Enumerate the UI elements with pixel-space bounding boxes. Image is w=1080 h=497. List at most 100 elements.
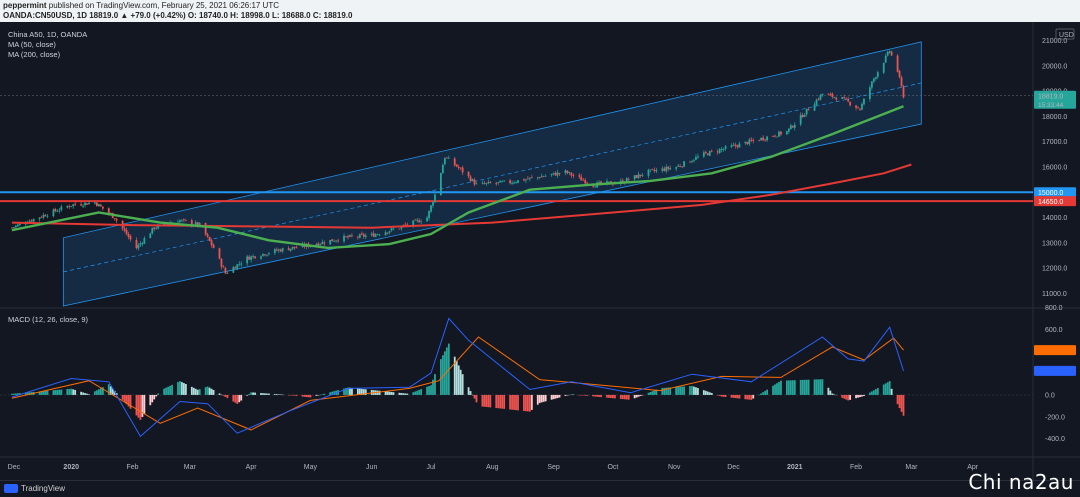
macd-histogram-bar xyxy=(66,389,69,395)
candle-body xyxy=(356,236,359,238)
candle-body xyxy=(88,202,90,205)
macd-histogram-bar xyxy=(495,394,498,409)
macd-tick-label: 0.0 xyxy=(1045,392,1055,399)
macd-histogram-bar xyxy=(803,379,806,395)
candle-body xyxy=(82,205,84,207)
candle-body xyxy=(791,125,794,128)
candle-body xyxy=(471,179,474,182)
publisher-info: published on TradingView.com, February 2… xyxy=(46,1,279,10)
candle-body xyxy=(774,135,776,137)
macd-histogram-bar xyxy=(716,394,719,396)
macd-histogram-bar xyxy=(404,393,407,395)
macd-histogram-bar xyxy=(56,389,59,395)
candle-body xyxy=(890,51,893,56)
macd-histogram-bar xyxy=(835,394,838,396)
candle-body xyxy=(600,181,602,184)
candle-body xyxy=(404,224,407,226)
macd-histogram-bar xyxy=(12,393,15,395)
candle-body xyxy=(730,145,733,148)
candle-body xyxy=(291,246,294,249)
price-tick-label: 17000.0 xyxy=(1042,139,1067,146)
macd-histogram-bar xyxy=(902,394,905,416)
macd-histogram-bar xyxy=(667,387,670,395)
macd-histogram-bar xyxy=(497,394,500,409)
chart-frame[interactable]: 21000.020000.019000.018000.017000.016000… xyxy=(0,22,1080,480)
macd-histogram-bar xyxy=(234,394,237,403)
price-tick-label: 13000.0 xyxy=(1042,240,1067,247)
candle-body xyxy=(750,139,753,141)
macd-histogram-bar xyxy=(485,394,488,407)
tradingview-logo[interactable]: TradingView xyxy=(4,484,65,493)
macd-histogram-bar xyxy=(163,388,166,395)
macd-histogram-bar xyxy=(252,392,254,395)
macd-histogram-bar xyxy=(345,387,347,395)
tradingview-mark-icon xyxy=(4,484,18,493)
candle-body xyxy=(855,105,857,108)
ma200-line xyxy=(11,163,912,229)
candle-body xyxy=(817,99,820,100)
candle-body xyxy=(220,258,223,267)
macd-histogram-bar xyxy=(489,394,492,408)
candle-body xyxy=(578,175,581,177)
macd-tick-label: -400.0 xyxy=(1045,436,1065,443)
candle-body xyxy=(143,238,146,244)
macd-histogram-bar xyxy=(14,393,17,395)
symbol-info: OANDA:CN50USD, 1D 18819.0 ▲ +79.0 (+0.42… xyxy=(3,11,353,20)
currency-box xyxy=(1055,28,1075,40)
macd-histogram-bar xyxy=(441,355,444,395)
candle-body xyxy=(390,228,393,231)
candle-body xyxy=(16,224,19,227)
candle-body xyxy=(758,140,761,142)
candle-body xyxy=(38,217,41,220)
chart-canvas[interactable]: 21000.020000.019000.018000.017000.016000… xyxy=(0,22,1080,480)
candle-body xyxy=(898,71,901,77)
candle-body xyxy=(374,234,377,237)
macd-histogram-bar xyxy=(774,384,776,395)
macd-histogram-bar xyxy=(416,390,419,395)
macd-histogram-bar xyxy=(845,394,848,400)
candle-body xyxy=(863,98,865,105)
time-tick-label: Mar xyxy=(184,464,197,471)
time-tick-label: May xyxy=(304,464,318,471)
macd-histogram-bar xyxy=(194,388,197,395)
price-tick-label: 12000.0 xyxy=(1042,266,1067,273)
candle-body xyxy=(469,176,472,182)
candle-body xyxy=(536,177,539,178)
time-tick-label: Feb xyxy=(126,464,138,471)
candle-body xyxy=(443,158,446,165)
candle-body xyxy=(530,177,533,179)
macd-histogram-bar xyxy=(210,388,213,395)
macd-histogram-bar xyxy=(42,391,45,395)
candle-body xyxy=(74,203,77,205)
badge-level-red-bg xyxy=(1034,196,1076,207)
candle-body xyxy=(746,142,749,145)
time-tick-label: Aug xyxy=(486,464,499,471)
macd-histogram-bar xyxy=(412,392,415,395)
candle-body xyxy=(179,220,181,223)
candle-body xyxy=(649,169,652,171)
macd-histogram-bar xyxy=(827,387,830,395)
macd-histogram-bar xyxy=(785,380,788,395)
macd-histogram-bar xyxy=(855,394,857,399)
macd-histogram-bar xyxy=(523,394,525,411)
candle-body xyxy=(489,182,492,184)
macd-histogram-bar xyxy=(177,382,179,395)
candle-body xyxy=(515,182,517,184)
candle-body xyxy=(388,231,391,233)
macd-histogram-bar xyxy=(890,388,893,395)
macd-histogram-bar xyxy=(60,389,63,395)
time-tick-label: 2021 xyxy=(787,464,803,471)
macd-line xyxy=(11,317,904,438)
macd-histogram-bar xyxy=(651,391,654,395)
candle-body xyxy=(528,177,531,179)
macd-histogram-bar xyxy=(281,394,284,396)
macd-histogram-bar xyxy=(540,394,543,403)
candle-body xyxy=(857,107,859,109)
macd-histogram-bar xyxy=(250,392,253,395)
candle-body xyxy=(46,215,49,217)
candle-body xyxy=(594,186,596,188)
macd-histogram-bar xyxy=(457,365,460,395)
candle-body xyxy=(870,81,873,88)
candle-body xyxy=(831,93,834,97)
macd-histogram-bar xyxy=(710,392,713,395)
